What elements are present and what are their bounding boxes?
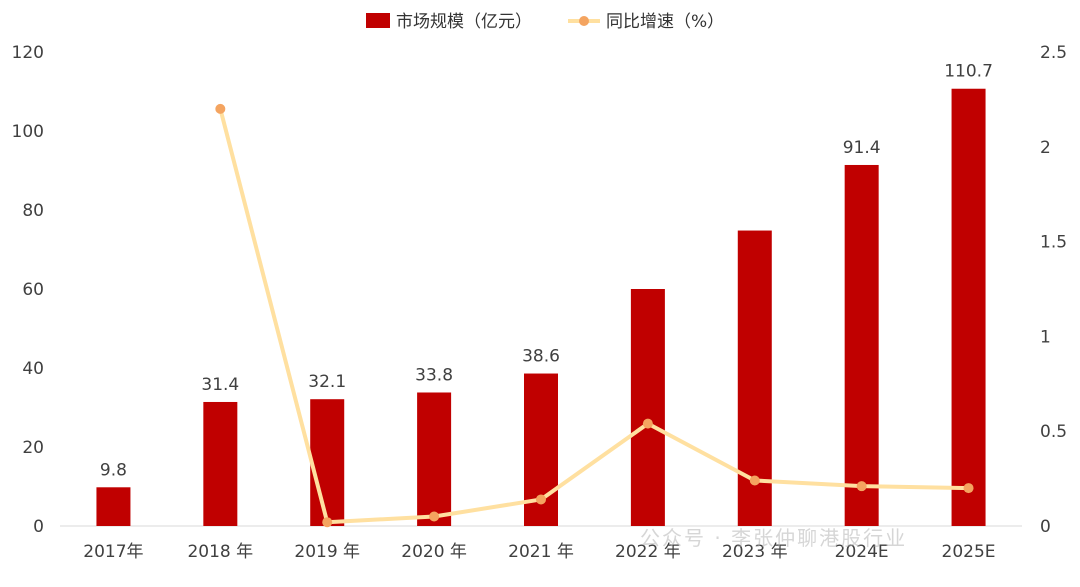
left-axis-tick-label: 40 xyxy=(22,359,44,379)
bar xyxy=(417,392,452,526)
bar-data-labels: 9.8 31.4 32.1 33.8 38.6 91.4 110.7 xyxy=(100,62,993,481)
bar xyxy=(630,289,665,526)
left-axis-tick-label: 60 xyxy=(22,280,44,300)
x-axis-tick-label: 2021 年 xyxy=(508,542,574,562)
left-axis-tick-label: 100 xyxy=(12,122,44,142)
right-axis-tick-label: 0 xyxy=(1040,517,1051,537)
line-point xyxy=(963,483,974,494)
bar-data-label: 31.4 xyxy=(201,375,239,395)
x-axis: 2017年 2018 年 2019 年 2020 年 2021 年 2022 年 2023 … xyxy=(83,542,995,562)
x-axis-tick-label: 2023 年 xyxy=(722,542,788,562)
x-axis-tick-label: 2025E xyxy=(942,542,996,562)
bar xyxy=(951,88,986,527)
line-point xyxy=(536,494,546,505)
x-axis-tick-label: 2018 年 xyxy=(187,542,253,562)
line-point xyxy=(856,481,867,492)
line-point xyxy=(322,517,333,528)
line-point xyxy=(749,475,760,486)
x-axis-tick-label: 2017年 xyxy=(83,542,143,562)
left-axis-tick-label: 120 xyxy=(12,43,44,63)
left-axis: 0 20 40 60 80 100 120 xyxy=(12,43,44,537)
bar-data-label: 9.8 xyxy=(100,460,127,480)
right-axis-tick-label: 1.5 xyxy=(1040,233,1067,253)
left-axis-tick-label: 80 xyxy=(22,201,44,221)
growth-line xyxy=(218,108,969,525)
legend: 市场规模（亿元） 同比增速（%） xyxy=(366,12,724,32)
line-series xyxy=(215,103,974,528)
right-axis-tick-label: 2.5 xyxy=(1040,43,1067,63)
line-point xyxy=(215,103,226,114)
x-axis-tick-label: 2020 年 xyxy=(401,542,467,562)
bar xyxy=(310,399,345,526)
legend-bar-label: 市场规模（亿元） xyxy=(396,12,532,32)
x-axis-tick-label: 2024E xyxy=(835,542,889,562)
right-axis-tick-label: 2 xyxy=(1040,138,1051,158)
legend-line-label: 同比增速（%） xyxy=(606,12,724,32)
x-axis-tick-label: 2019 年 xyxy=(294,542,360,562)
bar-data-label: 38.6 xyxy=(522,347,560,367)
line-point xyxy=(642,418,653,429)
left-axis-tick-label: 0 xyxy=(33,517,44,537)
bar-data-label: 110.7 xyxy=(944,62,993,82)
right-axis-tick-label: 1 xyxy=(1040,327,1051,347)
legend-line-marker xyxy=(579,16,589,26)
legend-bar-swatch xyxy=(366,13,390,28)
bar-data-label: 91.4 xyxy=(843,138,881,158)
bar xyxy=(203,401,238,526)
right-axis-tick-label: 0.5 xyxy=(1040,422,1067,442)
bar-data-label: 32.1 xyxy=(308,372,346,392)
bar xyxy=(96,487,131,526)
left-axis-tick-label: 20 xyxy=(22,438,44,458)
x-axis-tick-label: 2022 年 xyxy=(615,542,681,562)
bar-data-label: 33.8 xyxy=(415,365,453,385)
line-point xyxy=(429,511,440,522)
bar xyxy=(844,164,879,526)
right-axis: 0 0.5 1 1.5 2 2.5 xyxy=(1040,43,1067,537)
watermark: 公众号 · 李张仲聊港股行业 xyxy=(640,526,908,550)
